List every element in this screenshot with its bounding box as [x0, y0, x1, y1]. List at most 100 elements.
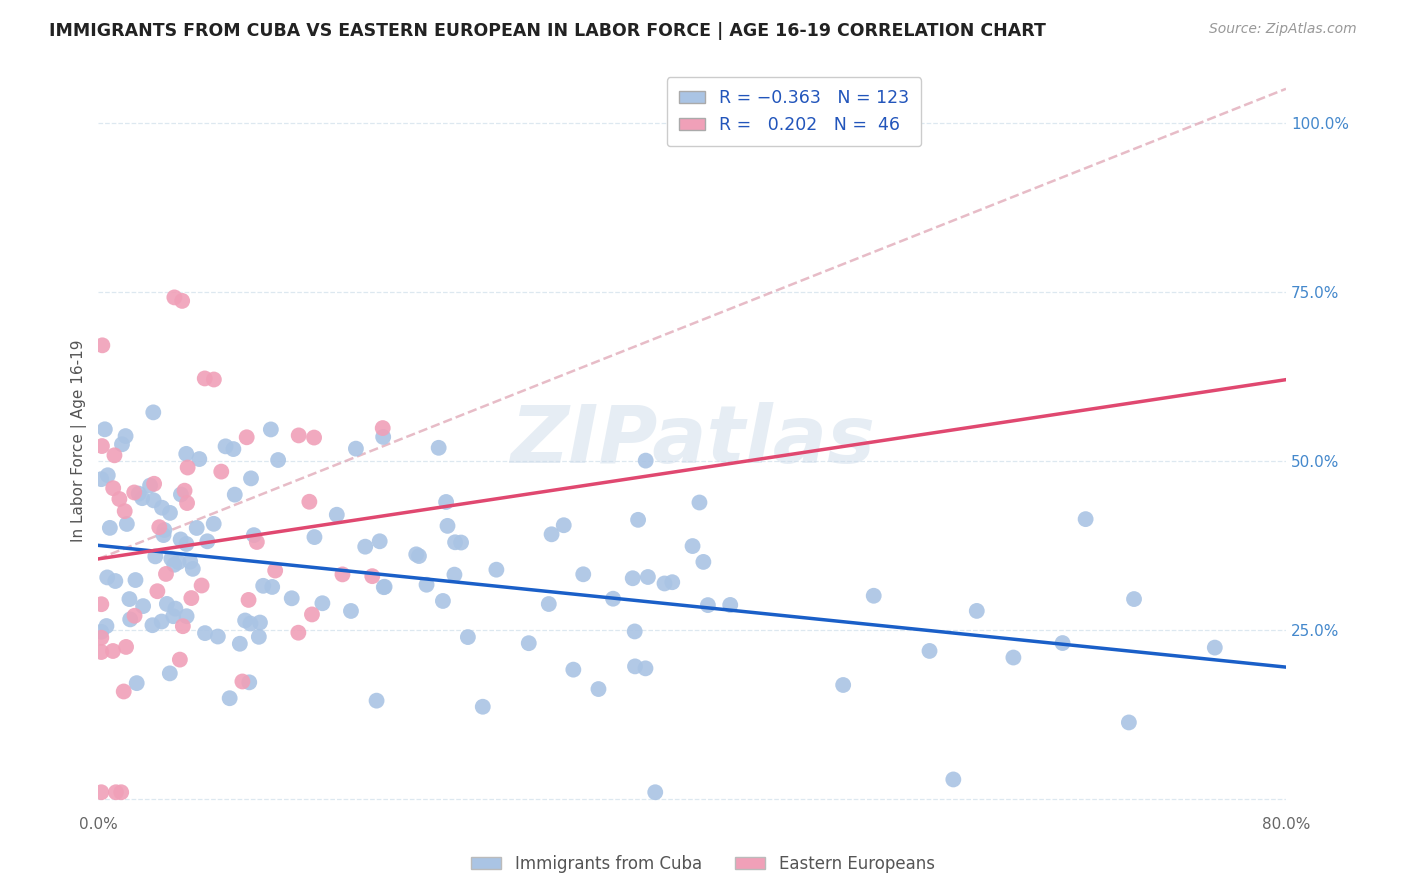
Point	[267, 453, 290, 467]
Point	[202, 372, 225, 386]
Point	[179, 555, 201, 569]
Point	[485, 563, 508, 577]
Point	[114, 504, 136, 518]
Point	[688, 495, 710, 509]
Point	[243, 528, 266, 542]
Text: ZIPatlas: ZIPatlas	[509, 401, 875, 480]
Point	[122, 485, 145, 500]
Point	[432, 594, 454, 608]
Point	[621, 571, 644, 585]
Point	[301, 607, 323, 622]
Point	[457, 630, 479, 644]
Point	[443, 567, 465, 582]
Point	[1074, 512, 1097, 526]
Point	[374, 580, 396, 594]
Point	[661, 575, 683, 590]
Point	[602, 591, 624, 606]
Point	[408, 549, 430, 563]
Point	[90, 472, 112, 486]
Point	[104, 785, 127, 799]
Point	[562, 663, 585, 677]
Point	[195, 534, 218, 549]
Point	[311, 596, 333, 610]
Point	[553, 518, 575, 533]
Point	[262, 580, 284, 594]
Point	[1123, 592, 1146, 607]
Point	[112, 684, 135, 698]
Point	[239, 616, 262, 631]
Point	[371, 421, 394, 435]
Legend: Immigrants from Cuba, Eastern Europeans: Immigrants from Cuba, Eastern Europeans	[465, 848, 941, 880]
Point	[165, 601, 187, 615]
Point	[125, 676, 148, 690]
Point	[340, 604, 363, 618]
Point	[427, 441, 450, 455]
Point	[150, 500, 173, 515]
Point	[176, 460, 198, 475]
Point	[194, 626, 217, 640]
Point	[634, 661, 657, 675]
Point	[287, 428, 309, 442]
Point	[141, 618, 163, 632]
Point	[240, 471, 263, 485]
Point	[832, 678, 855, 692]
Point	[190, 578, 212, 592]
Point	[918, 644, 941, 658]
Point	[169, 533, 191, 547]
Point	[96, 619, 118, 633]
Point	[152, 528, 174, 542]
Point	[373, 430, 395, 444]
Point	[202, 516, 225, 531]
Point	[692, 555, 714, 569]
Point	[214, 439, 236, 453]
Point	[176, 609, 198, 624]
Point	[233, 614, 256, 628]
Point	[235, 430, 257, 444]
Point	[361, 569, 384, 583]
Point	[159, 506, 181, 520]
Point	[167, 555, 190, 569]
Point	[108, 491, 131, 506]
Point	[718, 598, 741, 612]
Point	[163, 558, 186, 572]
Point	[862, 589, 884, 603]
Point	[252, 579, 274, 593]
Text: Source: ZipAtlas.com: Source: ZipAtlas.com	[1209, 22, 1357, 37]
Point	[172, 293, 194, 308]
Point	[186, 521, 208, 535]
Point	[103, 481, 125, 495]
Point	[434, 495, 457, 509]
Point	[110, 785, 132, 799]
Point	[373, 580, 395, 594]
Point	[637, 570, 659, 584]
Point	[644, 785, 666, 799]
Point	[280, 591, 302, 606]
Point	[155, 566, 177, 581]
Point	[238, 675, 260, 690]
Point	[162, 609, 184, 624]
Point	[170, 487, 193, 501]
Point	[156, 597, 179, 611]
Point	[115, 640, 138, 654]
Point	[218, 691, 240, 706]
Point	[172, 619, 194, 633]
Point	[436, 519, 458, 533]
Point	[298, 495, 321, 509]
Point	[181, 562, 204, 576]
Point	[139, 478, 162, 492]
Point	[444, 535, 467, 549]
Point	[249, 615, 271, 630]
Point	[634, 453, 657, 467]
Point	[1002, 650, 1025, 665]
Point	[302, 431, 325, 445]
Point	[1118, 715, 1140, 730]
Point	[188, 452, 211, 467]
Point	[354, 540, 377, 554]
Point	[540, 527, 562, 541]
Point	[90, 785, 112, 799]
Point	[142, 405, 165, 419]
Point	[682, 539, 704, 553]
Point	[1204, 640, 1226, 655]
Point	[97, 468, 120, 483]
Point	[246, 535, 269, 549]
